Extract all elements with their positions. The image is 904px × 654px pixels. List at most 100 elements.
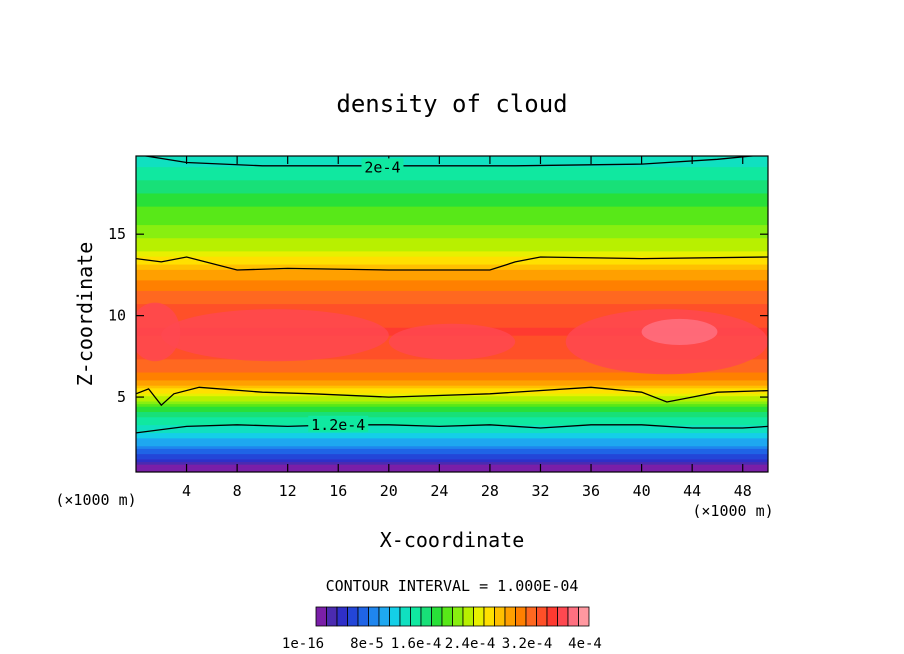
fill-highlight	[641, 318, 718, 345]
fill-band	[136, 248, 768, 252]
fill-band	[136, 411, 768, 415]
fill-band	[136, 261, 768, 265]
colorbar-swatch	[525, 606, 537, 627]
contour-labels: 2e-4 1.2e-4	[308, 158, 404, 434]
fill-band	[136, 453, 768, 457]
colorbar-swatch	[378, 606, 390, 627]
x-tick-label: 12	[279, 482, 297, 500]
fill-band	[136, 208, 768, 212]
fill-band	[136, 179, 768, 183]
fill-band	[136, 161, 768, 165]
fill-band	[136, 211, 768, 215]
fill-band	[136, 466, 768, 470]
fill-band	[136, 227, 768, 231]
fill-band	[136, 306, 768, 310]
fill-band	[136, 206, 768, 210]
colorbar-label: 4e-4	[568, 636, 602, 652]
contour-label-bg	[308, 415, 369, 432]
colorbar-label: 3.2e-4	[502, 636, 553, 652]
fill-band	[136, 171, 768, 176]
fill-band	[136, 221, 768, 226]
y-tick-labels: 5 10 15	[108, 225, 126, 406]
fill-band	[136, 235, 768, 239]
fill-band	[136, 250, 768, 255]
colorbar-swatch	[567, 606, 579, 627]
fill-band	[136, 448, 768, 452]
fill-band	[136, 461, 768, 465]
colorbar-label: 8e-5	[350, 636, 384, 652]
x-tick-label: 40	[633, 482, 651, 500]
fill-highlight	[161, 309, 389, 362]
colorbar-swatch	[368, 606, 380, 627]
colorbar-swatch	[462, 606, 474, 627]
fill-band	[136, 292, 768, 297]
fill-band	[136, 224, 768, 228]
colorbar-label: 2.4e-4	[445, 636, 496, 652]
colorbar-swatch	[420, 606, 432, 627]
colorbar-swatch	[441, 606, 453, 627]
x-tick-label: 20	[380, 482, 398, 500]
y-tick-label: 10	[108, 307, 126, 325]
colorbar-swatch	[357, 606, 369, 627]
contour-label: 2e-4	[364, 158, 400, 176]
fill-band	[136, 216, 768, 220]
colorbar-swatch	[536, 606, 548, 627]
fill-band	[136, 403, 768, 407]
fill-band	[136, 182, 768, 186]
fill-band	[136, 200, 768, 204]
fill-band	[136, 184, 768, 189]
colorbar	[315, 606, 590, 627]
fill-band	[136, 213, 768, 218]
colorbar-swatch	[578, 606, 590, 627]
colorbar-swatch	[546, 606, 558, 627]
fill-band	[136, 419, 768, 423]
fill-band	[136, 187, 768, 191]
fill-band	[136, 300, 768, 305]
colorbar-swatch	[494, 606, 506, 627]
fill-band	[136, 432, 768, 436]
fill-band	[136, 174, 768, 178]
fill-band	[136, 287, 768, 291]
fill-band	[136, 366, 768, 370]
fill-band	[136, 400, 768, 405]
fill-band	[136, 285, 768, 289]
y-axis-label: Z-coordinate	[73, 242, 97, 387]
fill-band	[136, 435, 768, 439]
fill-band	[136, 271, 768, 276]
fill-band	[136, 177, 768, 181]
colorbar-swatch	[399, 606, 411, 627]
fill-band	[136, 456, 768, 460]
fill-band	[136, 321, 768, 326]
fill-band	[136, 382, 768, 386]
plot-frame	[135, 155, 769, 473]
fill-band	[136, 253, 768, 257]
fill-band	[136, 450, 768, 455]
fill-band	[136, 256, 768, 260]
fill-band	[136, 421, 768, 426]
colorbar-labels: 1e-16 8e-5 1.6e-4 2.4e-4 3.2e-4 4e-4	[282, 636, 602, 652]
fill-band	[136, 166, 768, 170]
fill-band	[136, 258, 768, 262]
contour-interval: CONTOUR INTERVAL = 1.000E-04	[326, 577, 579, 595]
colorbar-swatch	[515, 606, 527, 627]
fill-band	[136, 237, 768, 241]
fill-band	[136, 192, 768, 197]
colorbar-swatch	[483, 606, 495, 627]
y-tick-label: 15	[108, 225, 126, 243]
fill-band	[136, 464, 768, 468]
fill-band	[136, 203, 768, 207]
fill-band	[136, 169, 768, 173]
fill-band	[136, 398, 768, 402]
fill-band	[136, 427, 768, 431]
fill-band	[136, 358, 768, 362]
contour-label-bg	[361, 158, 404, 175]
x-tick-label: 16	[329, 482, 347, 500]
colorbar-swatch	[557, 606, 569, 627]
fill-band	[136, 369, 768, 373]
fill-band	[136, 232, 768, 236]
colorbar-swatch	[315, 606, 327, 627]
colorbar-swatch	[504, 606, 516, 627]
x-tick-label: 44	[683, 482, 701, 500]
fill-band	[136, 156, 768, 160]
fill-band	[136, 242, 768, 247]
